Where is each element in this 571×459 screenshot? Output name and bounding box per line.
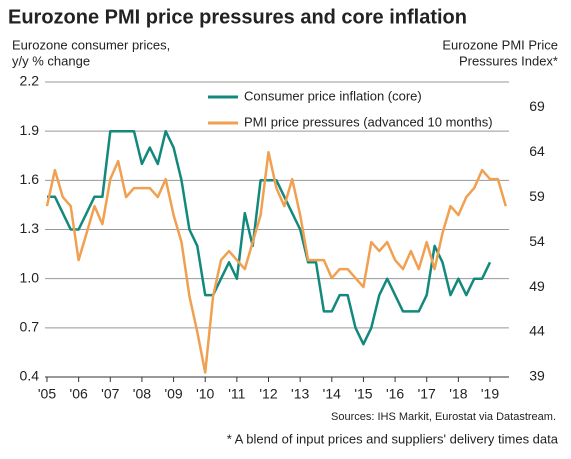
legend-label: PMI price pressures (advanced 10 months): [244, 114, 493, 129]
y-tick-label: 0.7: [20, 319, 40, 335]
y2-tick-label: 64: [529, 143, 545, 159]
x-tick-label: '18: [449, 386, 467, 402]
series-line: [47, 129, 492, 346]
y2-tick-label: 69: [529, 98, 545, 114]
y2-tick-label: 44: [529, 323, 545, 339]
x-tick-label: '11: [228, 386, 245, 402]
y-tick-label: 1.3: [20, 220, 40, 236]
y2-tick-label: 49: [529, 278, 545, 294]
x-tick-label: '14: [323, 386, 341, 402]
x-tick-label: '07: [101, 386, 119, 402]
chart-title: Eurozone PMI price pressures and core in…: [8, 6, 467, 28]
x-tick-label: '16: [386, 386, 404, 402]
y2-tick-label: 39: [529, 368, 545, 384]
footnote: * A blend of input prices and suppliers'…: [227, 431, 559, 446]
x-tick-label: '10: [196, 386, 214, 402]
y-tick-label: 1.0: [20, 269, 40, 285]
y2-tick-label: 54: [529, 233, 545, 249]
y2-axis-label: Eurozone PMI Price: [442, 37, 558, 52]
y-tick-label: 0.4: [20, 368, 40, 384]
y-axis-label: y/y % change: [12, 53, 90, 68]
y-axis-label: Eurozone consumer prices,: [12, 37, 170, 52]
x-tick-label: '17: [418, 386, 436, 402]
x-tick-label: '05: [38, 386, 56, 402]
x-tick-label: '13: [291, 386, 309, 402]
x-tick-label: '08: [133, 386, 151, 402]
x-tick-label: '09: [164, 386, 182, 402]
y2-tick-label: 59: [529, 188, 545, 204]
x-tick-label: '15: [354, 386, 372, 402]
legend-label: Consumer price inflation (core): [244, 88, 422, 103]
y-tick-label: 1.6: [20, 171, 40, 187]
x-tick-label: '12: [259, 386, 277, 402]
source: Sources: IHS Markit, Eurostat via Datast…: [331, 411, 556, 423]
x-tick-label: '19: [481, 386, 499, 402]
x-tick-label: '06: [70, 386, 88, 402]
series-line: [45, 150, 507, 374]
y-tick-label: 2.2: [20, 73, 40, 89]
y-tick-label: 1.9: [20, 122, 40, 138]
y2-axis-label: Pressures Index*: [459, 53, 558, 68]
